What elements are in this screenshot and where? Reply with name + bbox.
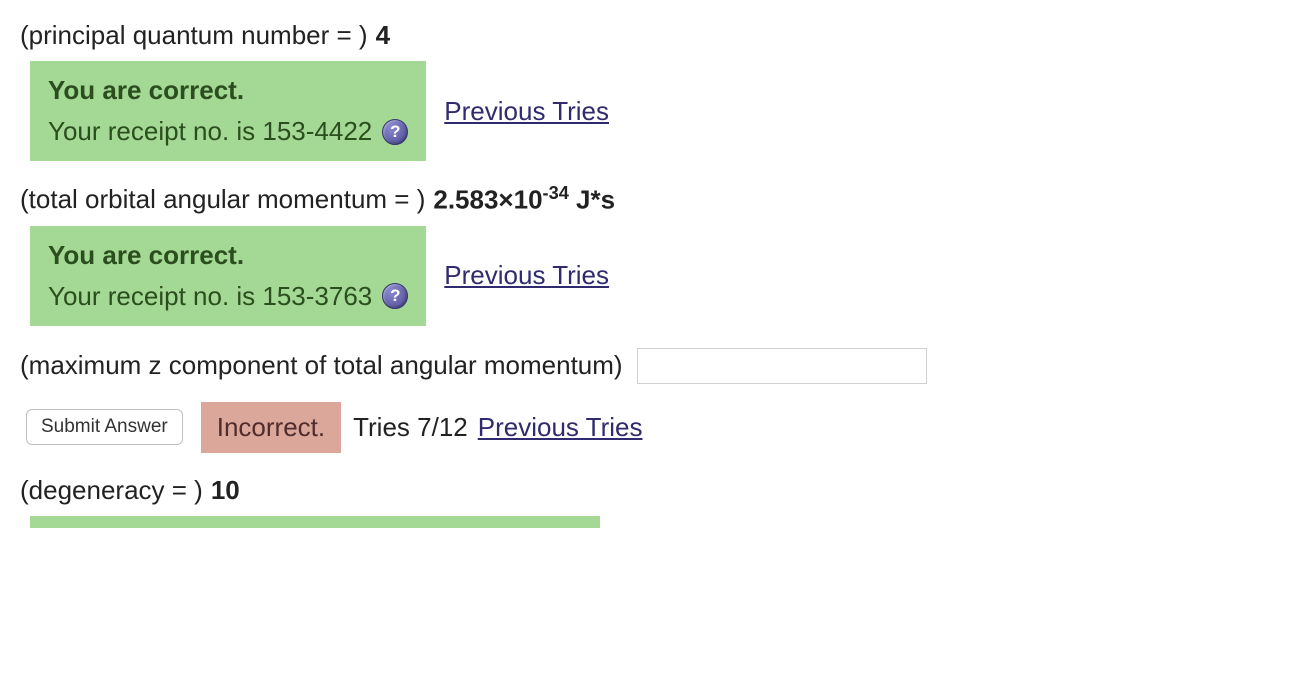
question-2-answer: 2.583×10-34 J*s (433, 183, 615, 216)
q2-answer-base: 2.583×10 (433, 185, 542, 215)
question-4-line: (degeneracy = ) 10 (20, 475, 1294, 506)
previous-tries-link-3[interactable]: Previous Tries (478, 412, 643, 443)
receipt-text-2: Your receipt no. is 153-3763 (48, 281, 372, 312)
submit-answer-button[interactable]: Submit Answer (26, 409, 183, 445)
previous-tries-link-2[interactable]: Previous Tries (444, 260, 609, 291)
question-2-line: (total orbital angular momentum = ) 2.58… (20, 183, 1294, 216)
question-1-answer: 4 (376, 20, 390, 51)
question-1-label: (principal quantum number = ) (20, 20, 368, 51)
q2-answer-exp: -34 (543, 183, 569, 203)
q2-answer-unit: J*s (569, 185, 615, 215)
question-2-feedback-row: You are correct. Your receipt no. is 153… (20, 226, 1294, 326)
question-4-answer: 10 (211, 475, 240, 506)
receipt-text-1: Your receipt no. is 153-4422 (48, 116, 372, 147)
receipt-prefix-2: Your receipt no. is (48, 281, 262, 311)
help-icon[interactable]: ? (382, 283, 408, 309)
help-icon[interactable]: ? (382, 119, 408, 145)
tries-text: Tries 7/12 (353, 412, 468, 443)
receipt-prefix-1: Your receipt no. is (48, 116, 262, 146)
incorrect-box: Incorrect. (201, 402, 341, 453)
receipt-line-1: Your receipt no. is 153-4422 ? (48, 116, 408, 147)
question-4-label: (degeneracy = ) (20, 475, 203, 506)
previous-tries-link-1[interactable]: Previous Tries (444, 96, 609, 127)
question-1-feedback-row: You are correct. Your receipt no. is 153… (20, 61, 1294, 161)
correct-box-1: You are correct. Your receipt no. is 153… (30, 61, 426, 161)
answer-input-3[interactable] (637, 348, 927, 384)
question-3-submit-row: Submit Answer Incorrect. Tries 7/12 Prev… (26, 402, 1294, 453)
receipt-line-2: Your receipt no. is 153-3763 ? (48, 281, 408, 312)
question-3-label: (maximum z component of total angular mo… (20, 350, 623, 381)
correct-box-4-partial (30, 516, 600, 528)
receipt-no-2: 153-3763 (262, 281, 372, 311)
receipt-no-1: 153-4422 (262, 116, 372, 146)
question-1-line: (principal quantum number = ) 4 (20, 20, 1294, 51)
correct-title-1: You are correct. (48, 75, 408, 106)
question-3-line: (maximum z component of total angular mo… (20, 348, 1294, 384)
question-2-label: (total orbital angular momentum = ) (20, 184, 425, 215)
correct-box-2: You are correct. Your receipt no. is 153… (30, 226, 426, 326)
correct-title-2: You are correct. (48, 240, 408, 271)
